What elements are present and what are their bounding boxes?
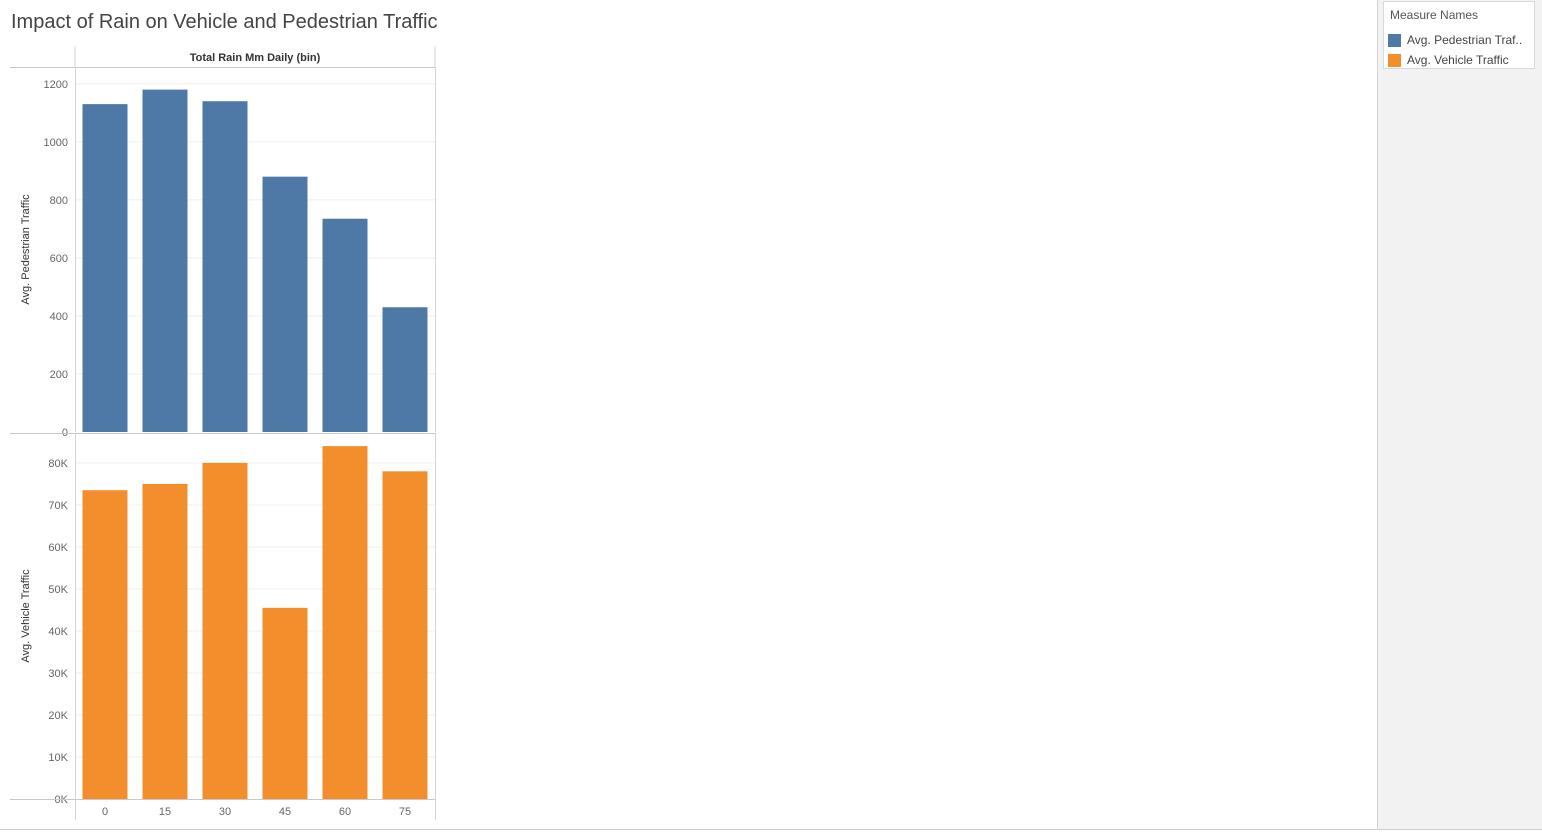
x-tick-label: 30 <box>219 806 231 818</box>
bar-pedestrian-15 <box>142 89 188 432</box>
y-tick-label: 40K <box>48 626 68 638</box>
y-tick-label: 200 <box>50 369 68 381</box>
y-tick-label: 30K <box>48 668 68 680</box>
chart-title: Impact of Rain on Vehicle and Pedestrian… <box>11 11 438 33</box>
bar-vehicle-75 <box>382 471 428 799</box>
y-axis-title: Avg. Vehicle Traffic <box>20 569 32 663</box>
legend-swatch-pedestrian <box>1388 34 1401 47</box>
legend-item-vehicle[interactable]: Avg. Vehicle Traffic <box>1388 53 1534 69</box>
x-tick-label: 60 <box>339 806 351 818</box>
bar-pedestrian-45 <box>262 176 308 432</box>
y-tick-label: 50K <box>48 584 68 596</box>
y-tick-label: 1200 <box>44 79 68 91</box>
y-tick-label: 80K <box>48 458 68 470</box>
y-tick-label: 10K <box>48 752 68 764</box>
bar-pedestrian-30 <box>202 101 248 433</box>
x-tick-label: 45 <box>279 806 291 818</box>
y-tick-label: 70K <box>48 500 68 512</box>
right-side-panel <box>1377 0 1542 829</box>
x-tick-label: 0 <box>102 806 108 818</box>
legend-item-pedestrian[interactable]: Avg. Pedestrian Traf.. <box>1388 33 1534 49</box>
legend: Measure Names Avg. Pedestrian Traf.. Avg… <box>1383 1 1535 69</box>
bar-vehicle-45 <box>262 607 308 799</box>
y-tick-label: 600 <box>50 253 68 265</box>
bar-vehicle-15 <box>142 483 188 799</box>
bar-pedestrian-0 <box>82 104 128 433</box>
y-tick-label: 60K <box>48 542 68 554</box>
bar-pedestrian-60 <box>322 218 368 432</box>
bar-vehicle-30 <box>202 462 248 799</box>
legend-swatch-vehicle <box>1388 54 1401 67</box>
bar-vehicle-0 <box>82 490 128 799</box>
y-tick-label: 800 <box>50 195 68 207</box>
legend-label-vehicle: Avg. Vehicle Traffic <box>1407 53 1509 67</box>
x-tick-label: 75 <box>399 806 411 818</box>
bottom-border <box>0 829 1542 830</box>
bar-chart: Total Rain Mm Daily (bin) 0 200 400 600 800 10… <box>10 46 436 820</box>
x-tick-label: 15 <box>159 806 171 818</box>
bar-pedestrian-75 <box>382 307 428 432</box>
y-tick-label: 400 <box>50 311 68 323</box>
legend-title: Measure Names <box>1390 8 1479 22</box>
legend-label-pedestrian: Avg. Pedestrian Traf.. <box>1407 33 1523 47</box>
y-tick-label: 20K <box>48 710 68 722</box>
y-axis-title: Avg. Pedestrian Traffic <box>20 194 32 305</box>
column-header: Total Rain Mm Daily (bin) <box>190 52 321 64</box>
bar-vehicle-60 <box>322 446 368 799</box>
y-tick-label: 1000 <box>44 137 68 149</box>
